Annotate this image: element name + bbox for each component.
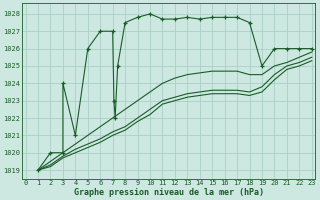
X-axis label: Graphe pression niveau de la mer (hPa): Graphe pression niveau de la mer (hPa) — [74, 188, 264, 197]
